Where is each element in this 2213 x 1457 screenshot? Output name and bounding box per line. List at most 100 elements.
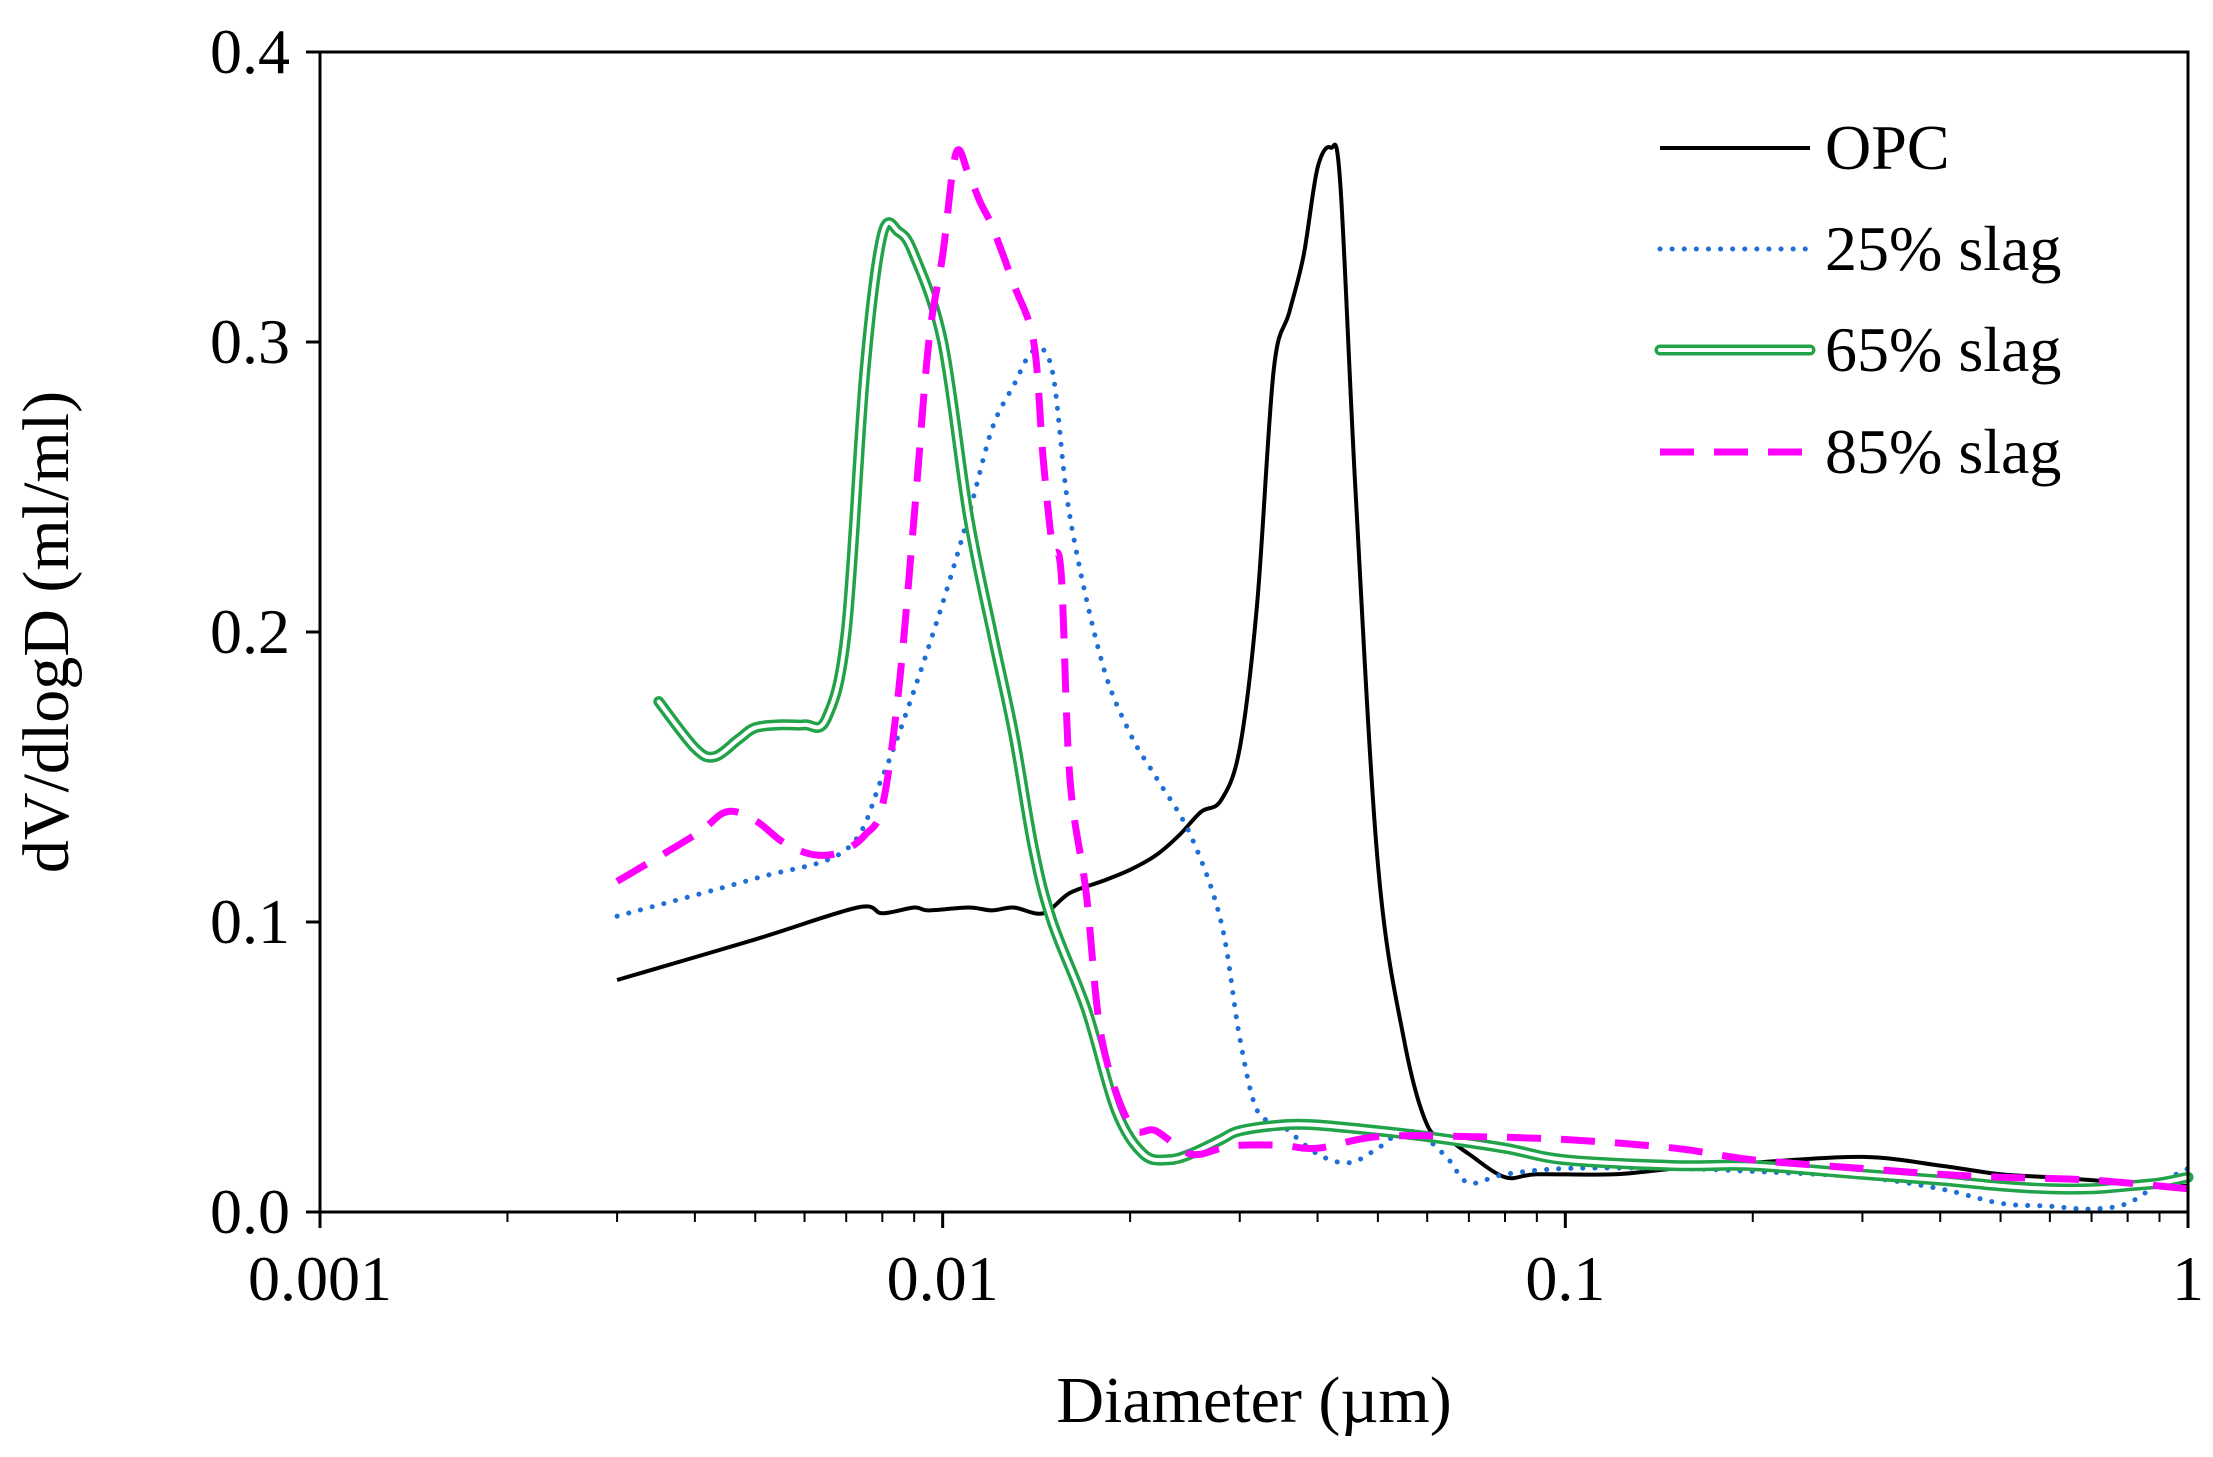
data-point: [912, 688, 916, 692]
data-point: [615, 879, 619, 883]
data-point: [1238, 1129, 1242, 1133]
data-point: [1100, 659, 1104, 663]
data-point: [912, 906, 916, 910]
data-point: [1938, 1187, 1942, 1191]
data-point: [954, 152, 958, 156]
series-line-65-slag-inner: [656, 220, 2190, 1192]
data-point: [1353, 485, 1357, 489]
data-point: [1287, 311, 1291, 315]
data-point: [1177, 833, 1181, 837]
data-point: [2090, 1187, 2094, 1191]
data-point: [897, 230, 901, 234]
x-tick-label: 1: [2172, 1243, 2204, 1314]
data-point: [1467, 1181, 1471, 1185]
data-point: [1467, 1135, 1471, 1139]
data-point: [1100, 879, 1104, 883]
data-point: [1032, 848, 1036, 852]
data-point: [1084, 1007, 1088, 1011]
data-point: [880, 775, 884, 779]
series-85-slag: [615, 146, 2189, 1193]
data-point: [1279, 1143, 1283, 1147]
data-point: [966, 906, 970, 910]
data-point: [1012, 384, 1016, 388]
data-point: [844, 630, 848, 634]
y-tick-label: 0.3: [210, 306, 290, 377]
data-point: [990, 224, 994, 228]
data-point: [1255, 601, 1259, 605]
data-point: [1938, 1178, 1942, 1182]
data-point: [1032, 340, 1036, 344]
data-point: [753, 877, 757, 881]
data-point: [978, 201, 982, 205]
data-point: [1279, 1123, 1283, 1127]
data-point: [1938, 1172, 1942, 1176]
legend-label-85-slag: 85% slag: [1825, 416, 2061, 487]
data-point: [1128, 732, 1132, 736]
data-point: [803, 850, 807, 854]
data-point: [1447, 1158, 1451, 1162]
data-point: [1068, 775, 1072, 779]
data-point: [779, 839, 783, 843]
data-point: [1751, 1158, 1755, 1162]
data-point: [1613, 1172, 1617, 1176]
data-point: [2126, 1201, 2130, 1205]
data-point: [1154, 853, 1158, 857]
y-tick-label: 0.2: [210, 596, 290, 667]
data-point: [880, 233, 884, 237]
data-point: [1050, 543, 1054, 547]
data-point: [966, 514, 970, 518]
data-point: [1316, 1123, 1320, 1127]
data-point: [1199, 810, 1203, 814]
data-point: [1012, 282, 1016, 286]
y-tick-label: 0.0: [210, 1176, 290, 1247]
data-point: [1425, 1123, 1429, 1127]
data-point: [1012, 906, 1016, 910]
series-65-slag: [653, 217, 2194, 1195]
legend-label-opc: OPC: [1825, 112, 1950, 183]
data-point: [1316, 166, 1320, 170]
data-point: [1068, 514, 1072, 518]
data-point: [1238, 746, 1242, 750]
data-point: [1376, 1135, 1380, 1139]
data-point: [1347, 1161, 1351, 1165]
data-point: [1128, 1123, 1132, 1127]
data-point: [1999, 1201, 2003, 1205]
data-point: [856, 906, 860, 910]
data-point: [1068, 891, 1072, 895]
data-point: [1938, 1164, 1942, 1168]
data-point: [1467, 1152, 1471, 1156]
data-point: [712, 755, 716, 759]
data-point: [1084, 891, 1088, 895]
data-point: [1012, 732, 1016, 736]
data-point: [1059, 572, 1063, 576]
data-point: [1141, 1152, 1145, 1156]
data-point: [1860, 1167, 1864, 1171]
data-point: [1219, 1146, 1223, 1150]
series-layer: [614, 142, 2194, 1212]
data-point: [753, 937, 757, 941]
data-point: [1673, 1146, 1677, 1150]
data-point: [941, 601, 945, 605]
data-point: [736, 737, 740, 741]
data-point: [990, 630, 994, 634]
data-point: [2048, 1204, 2052, 1208]
y-tick-label: 0.1: [210, 886, 290, 957]
data-point: [1128, 868, 1132, 872]
data-point: [1376, 1146, 1380, 1150]
y-tick-label: 0.4: [210, 16, 290, 87]
data-point: [1219, 920, 1223, 924]
data-point: [824, 717, 828, 721]
data-point: [990, 908, 994, 912]
data-point: [615, 914, 619, 918]
data-point: [880, 804, 884, 808]
data-point: [1999, 1175, 2003, 1179]
data-point: [1316, 1152, 1320, 1156]
data-point: [779, 723, 783, 727]
data-point: [693, 833, 697, 837]
x-axis-label: Diameter (µm): [1056, 1364, 1451, 1437]
data-point: [803, 723, 807, 727]
y-axis-label: dV/dlogD (ml/ml): [10, 391, 83, 873]
data-point: [725, 810, 729, 814]
legend: OPC 25% slag 65% slag 85% slag: [1654, 112, 2061, 487]
